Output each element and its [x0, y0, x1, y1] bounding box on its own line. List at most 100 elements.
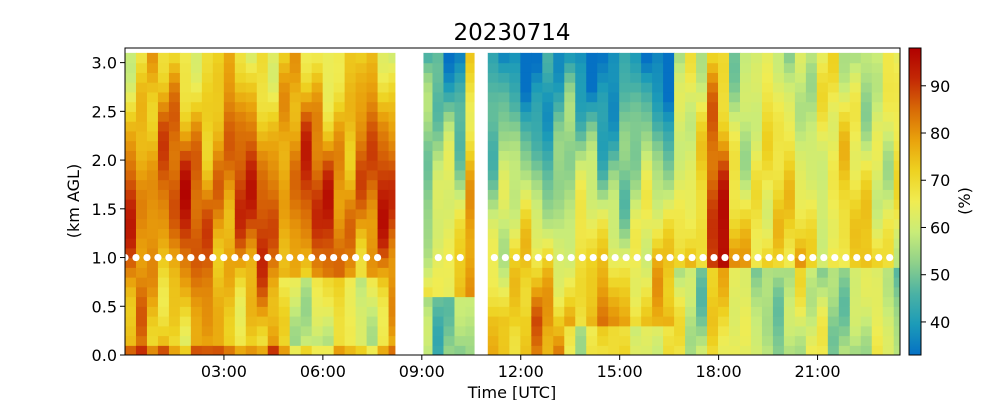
heatmap-cell [685, 62, 697, 73]
heatmap-cell [531, 218, 543, 229]
heatmap-cell [750, 306, 763, 317]
heatmap-cell [860, 199, 873, 210]
heatmap-cell [311, 140, 324, 151]
marker-point [743, 253, 751, 262]
heatmap-cell [696, 286, 708, 298]
marker-point [319, 253, 327, 262]
heatmap-cell [805, 140, 818, 151]
heatmap-cell [355, 121, 368, 132]
heatmap-cell [179, 257, 192, 268]
heatmap-cell [146, 150, 159, 161]
heatmap-cell [860, 160, 873, 171]
heatmap-cell [630, 111, 642, 122]
heatmap-cell [542, 238, 554, 249]
heatmap-cell [300, 140, 313, 151]
heatmap-cell [487, 218, 499, 229]
heatmap-cell [366, 267, 379, 278]
heatmap-cell [707, 306, 719, 317]
heatmap-cell [168, 179, 181, 190]
heatmap-cell [838, 316, 851, 327]
heatmap-cell [630, 218, 642, 229]
heatmap-cell [234, 335, 247, 346]
heatmap-cell [366, 160, 379, 171]
heatmap-cell [794, 296, 807, 307]
heatmap-cell [652, 199, 664, 210]
heatmap-cell [783, 208, 796, 220]
heatmap-cell [366, 296, 379, 307]
heatmap-cell [882, 247, 895, 259]
heatmap-cell [245, 160, 258, 171]
heatmap-cell [718, 62, 730, 73]
heatmap-cell [157, 179, 170, 190]
heatmap-cell [432, 218, 445, 229]
heatmap-cell [663, 140, 675, 151]
heatmap-cell [377, 277, 390, 288]
heatmap-cell [443, 169, 456, 181]
heatmap-cell [707, 52, 719, 64]
heatmap-cell [146, 111, 159, 122]
heatmap-cell [212, 286, 225, 298]
heatmap-cell [750, 316, 763, 327]
heatmap-cell [125, 121, 137, 132]
heatmap-cell [718, 267, 730, 278]
marker-point [842, 253, 850, 262]
heatmap-cell [827, 247, 840, 259]
heatmap-cell [827, 316, 840, 327]
heatmap-cell [487, 267, 499, 278]
heatmap-cell [333, 218, 346, 229]
heatmap-cell [729, 286, 741, 298]
heatmap-cell [838, 277, 851, 288]
heatmap-cell [487, 150, 499, 161]
heatmap-cell [849, 277, 862, 288]
heatmap-cell [201, 335, 214, 346]
heatmap-cell [322, 169, 335, 181]
heatmap-cell [542, 130, 554, 142]
heatmap-cell [520, 62, 532, 73]
heatmap-cell [520, 169, 532, 181]
heatmap-cell [553, 345, 565, 355]
heatmap-cell [256, 72, 269, 83]
heatmap-cell [344, 199, 357, 210]
heatmap-cell [168, 325, 181, 337]
heatmap-cell [663, 130, 675, 142]
heatmap-cell [849, 247, 862, 259]
heatmap-cell [608, 286, 620, 298]
heatmap-cell [256, 267, 269, 278]
heatmap-cell [641, 335, 653, 346]
heatmap-cell [816, 286, 829, 298]
marker-point [765, 253, 773, 262]
heatmap-cell [498, 179, 510, 190]
heatmap-cell [772, 238, 785, 249]
heatmap-cell [179, 208, 192, 220]
heatmap-cell [454, 199, 467, 210]
heatmap-cell [454, 257, 467, 268]
heatmap-cell [289, 277, 302, 288]
colorbar-label: (%) [955, 187, 974, 215]
heatmap-cell [553, 218, 565, 229]
heatmap-cell [245, 52, 258, 64]
heatmap-cell [849, 72, 862, 83]
heatmap-cell [838, 121, 851, 132]
heatmap-cell [487, 325, 499, 337]
heatmap-cell [234, 150, 247, 161]
heatmap-cell [377, 238, 390, 249]
heatmap-cell [893, 228, 900, 239]
heatmap-cell [630, 62, 642, 73]
plot-frame [124, 47, 901, 356]
heatmap-cell [443, 189, 456, 200]
heatmap-cell [125, 160, 137, 171]
heatmap-cell [783, 62, 796, 73]
heatmap-cell [761, 121, 774, 132]
heatmap-cell [146, 238, 159, 249]
heatmap-cell [509, 160, 521, 171]
heatmap-cell [542, 296, 554, 307]
heatmap-cell [652, 218, 664, 229]
heatmap-cell [509, 296, 521, 307]
heatmap-cell [750, 286, 763, 298]
heatmap-cell [696, 160, 708, 171]
heatmap-cell [586, 160, 598, 171]
marker-point [220, 253, 228, 262]
heatmap-cell [278, 277, 291, 288]
heatmap-cell [663, 286, 675, 298]
heatmap-cell [849, 238, 862, 249]
